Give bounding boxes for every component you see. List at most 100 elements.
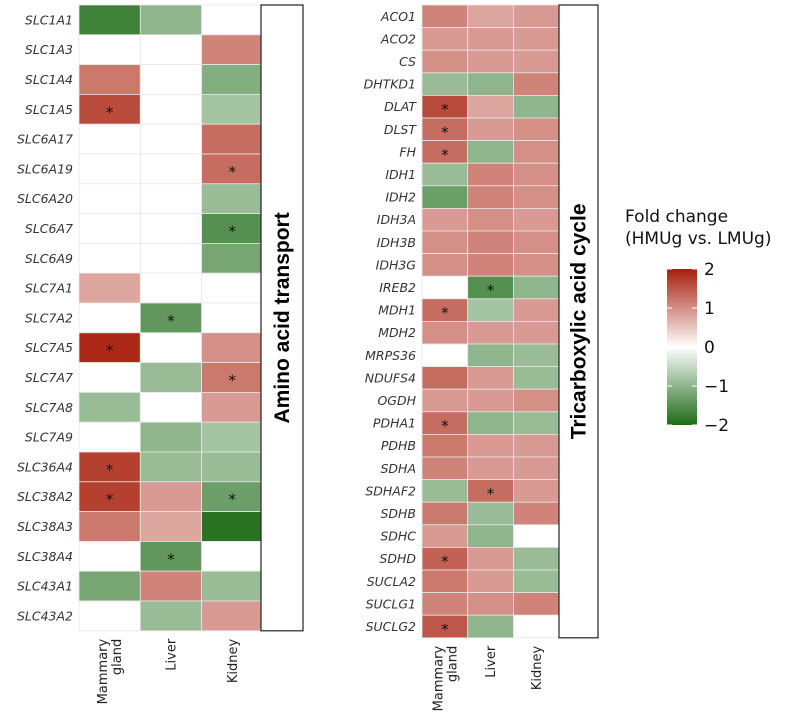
heatmap-cell-idh2-kidney bbox=[513, 185, 560, 209]
row-label-sdhd: SDHD bbox=[379, 551, 416, 566]
heatmap-cell-ogdh-mammary-gland bbox=[421, 388, 469, 413]
heatmap-cell-slc7a9-liver bbox=[139, 421, 203, 453]
heatmap-cell-ndufs4-kidney bbox=[513, 366, 560, 390]
column-label-liver: Liver bbox=[164, 638, 179, 671]
heatmap-cell-slc1a5-liver bbox=[139, 94, 203, 125]
heatmap-cell-slc7a7-mammary-gland bbox=[78, 362, 141, 393]
heatmap-cell-idh2-liver bbox=[467, 185, 514, 209]
heatmap-cell-slc1a1-mammary-gland bbox=[78, 4, 141, 36]
row-label-slc7a2: SLC7A2 bbox=[25, 310, 73, 325]
row-label-suclg1: SUCLG1 bbox=[366, 596, 416, 611]
heatmap-cell-slc1a3-liver bbox=[139, 34, 203, 65]
significance-marker: * bbox=[487, 282, 495, 300]
heatmap-cell-dlst-kidney bbox=[513, 117, 560, 142]
significance-marker: * bbox=[441, 304, 449, 322]
heatmap-cell-ireb2-kidney bbox=[513, 275, 560, 300]
heatmap-cell-slc38a2-liver bbox=[139, 481, 203, 512]
heatmap-cell-slc7a1-kidney bbox=[201, 272, 264, 304]
row-label-pdhb: PDHB bbox=[381, 438, 416, 453]
row-label-slc38a3: SLC38A3 bbox=[17, 519, 73, 534]
heatmap-cell-sdhaf2-kidney bbox=[513, 479, 560, 503]
row-label-mrps36: MRPS36 bbox=[365, 348, 416, 363]
heatmap-cell-slc1a4-liver bbox=[139, 64, 203, 95]
significance-marker: * bbox=[229, 223, 237, 241]
heatmap-cell-cs-mammary-gland bbox=[421, 49, 469, 74]
row-label-mdh2: MDH2 bbox=[378, 325, 416, 340]
heatmap-cell-slc1a4-mammary-gland bbox=[78, 64, 141, 95]
significance-marker: * bbox=[487, 485, 495, 503]
heatmap-cell-suclg1-liver bbox=[467, 592, 514, 616]
heatmap-cell-aco2-liver bbox=[467, 27, 514, 51]
row-label-slc1a1: SLC1A1 bbox=[25, 12, 73, 27]
amino-acid-transport-panel: * * * * * * * * * * SLC1A1 SLC1A3 SLC1A4 SLC1A5 SLC6A1… bbox=[17, 4, 304, 704]
row-label-slc43a2: SLC43A2 bbox=[17, 608, 73, 623]
heatmap-cell-sdhb-liver bbox=[467, 501, 514, 526]
column-label-kidney: Kidney bbox=[530, 646, 545, 691]
heatmap-cell-idh3b-kidney bbox=[513, 230, 560, 255]
heatmap-cell-slc6a20-mammary-gland bbox=[78, 183, 141, 215]
row-label-aco2: ACO2 bbox=[380, 31, 416, 46]
heatmap-cell-suclg2-liver bbox=[467, 614, 514, 639]
row-label-slc6a20: SLC6A20 bbox=[17, 191, 73, 206]
row-label-sdhaf2: SDHAF2 bbox=[365, 483, 416, 498]
legend-tick-label: 0 bbox=[704, 338, 715, 358]
heatmap-cell-slc38a4-liver bbox=[139, 541, 203, 572]
row-label-slc7a5: SLC7A5 bbox=[25, 340, 73, 355]
heatmap-cell-slc43a1-mammary-gland bbox=[78, 570, 141, 602]
tca-cycle-panel: * * * * * * * * * ACO1 ACO2 CS DHTKD1 DLAT DLST FH IDH1 I… bbox=[364, 4, 599, 711]
significance-marker: * bbox=[441, 553, 449, 571]
facet-label-tricarboxylic-acid-cycle: Tricarboxylic acid cycle bbox=[568, 203, 591, 439]
column-label-mammary-gland: Mammarygland bbox=[96, 638, 125, 704]
row-label-slc6a19: SLC6A19 bbox=[17, 161, 73, 176]
legend-tick-label: 1 bbox=[704, 299, 715, 319]
heatmap-cell-idh3b-liver bbox=[467, 230, 514, 255]
heatmap-cell-pdhb-kidney bbox=[513, 433, 560, 458]
heatmap-cell-slc1a5-mammary-gland bbox=[78, 94, 141, 125]
row-label-sdhc: SDHC bbox=[380, 529, 416, 544]
row-label-slc7a9: SLC7A9 bbox=[25, 430, 73, 445]
heatmap-cell-sdha-liver bbox=[467, 456, 514, 481]
row-label-dhtkd1: DHTKD1 bbox=[364, 77, 416, 92]
row-label-sdha: SDHA bbox=[380, 461, 416, 476]
heatmap-cell-mrps36-kidney bbox=[513, 343, 560, 368]
row-label-slc7a8: SLC7A8 bbox=[25, 400, 73, 415]
row-label-idh3g: IDH3G bbox=[376, 257, 417, 272]
heatmap-cell-sdhd-kidney bbox=[513, 547, 560, 571]
heatmap-cell-slc6a7-liver bbox=[139, 213, 203, 244]
row-label-slc6a9: SLC6A9 bbox=[25, 251, 73, 266]
heatmap-cell-sdhc-liver bbox=[467, 524, 514, 548]
heatmap-cell-slc38a4-mammary-gland bbox=[78, 541, 141, 572]
legend-title-line2: (HMUg vs. LMUg) bbox=[625, 229, 771, 249]
heatmap-cell-idh2-mammary-gland bbox=[421, 185, 469, 209]
heatmap-cell-sdhb-kidney bbox=[513, 501, 560, 526]
heatmap-cell-sdhb-mammary-gland bbox=[421, 501, 469, 526]
heatmap-cell-dlst-liver bbox=[467, 117, 514, 142]
heatmap-cell-dhtkd1-kidney bbox=[513, 72, 560, 96]
heatmap-cell-mrps36-mammary-gland bbox=[421, 343, 469, 368]
significance-marker: * bbox=[106, 491, 114, 509]
heatmap-cell-idh3a-liver bbox=[467, 207, 514, 232]
row-label-ndufs4: NDUFS4 bbox=[365, 370, 416, 385]
row-label-slc1a4: SLC1A4 bbox=[25, 72, 73, 87]
row-label-suclg2: SUCLG2 bbox=[366, 619, 416, 634]
heatmap-cell-sdhc-kidney bbox=[513, 524, 560, 548]
row-label-mdh1: MDH1 bbox=[378, 303, 416, 318]
heatmap-cell-slc6a20-kidney bbox=[201, 183, 264, 215]
row-label-aco1: ACO1 bbox=[380, 9, 416, 24]
heatmap-cell-slc1a4-kidney bbox=[201, 64, 264, 95]
heatmap-cell-slc43a2-kidney bbox=[201, 600, 264, 632]
row-label-sdhb: SDHB bbox=[380, 506, 416, 521]
heatmap-cell-slc6a7-kidney bbox=[201, 213, 264, 244]
heatmap-cell-idh3a-mammary-gland bbox=[421, 207, 469, 232]
heatmap-cell-slc7a8-kidney bbox=[201, 391, 264, 423]
heatmap-cell-slc6a9-kidney bbox=[201, 242, 264, 274]
row-label-pdha1: PDHA1 bbox=[373, 416, 416, 431]
heatmap-cell-aco2-mammary-gland bbox=[421, 27, 469, 51]
significance-marker: * bbox=[441, 621, 449, 639]
heatmap-cell-slc7a7-kidney bbox=[201, 362, 264, 393]
heatmap-cell-pdha1-liver bbox=[467, 411, 514, 435]
legend-tick-label: −2 bbox=[704, 416, 729, 436]
legend-tick-label: 2 bbox=[704, 260, 715, 280]
heatmap-cell-slc38a3-mammary-gland bbox=[78, 511, 141, 542]
